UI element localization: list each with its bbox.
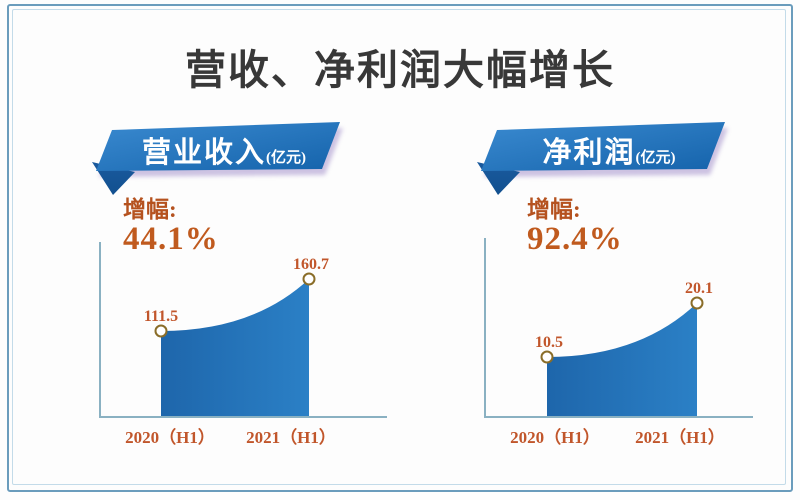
data-point-marker xyxy=(540,350,554,364)
banner-title-revenue: 营业收入(亿元) xyxy=(122,129,326,169)
data-point-marker xyxy=(154,324,168,338)
banner-title-net-profit: 净利润(亿元) xyxy=(507,129,711,169)
frame-inner-border xyxy=(12,9,786,485)
banner-label: 净利润 xyxy=(542,137,636,169)
net-profit-area-chart: 10.5 20.1 2020（H1） 2021（H1） xyxy=(484,238,753,447)
page-title: 营收、净利润大幅增长 xyxy=(185,47,615,93)
data-point-marker xyxy=(690,296,704,310)
frame-outer-border xyxy=(7,4,793,492)
value-label-2020: 10.5 xyxy=(535,334,563,351)
ribbon-shape-revenue xyxy=(92,122,343,195)
value-label-2021: 160.7 xyxy=(293,256,329,273)
value-label-2021: 20.1 xyxy=(685,280,713,297)
growth-label: 增幅: xyxy=(123,197,177,222)
ribbon-shape-net-profit xyxy=(477,122,728,195)
banner-unit: (亿元) xyxy=(635,150,676,166)
banner-net-profit: 净利润(亿元) xyxy=(473,118,735,200)
area-fill xyxy=(547,303,697,417)
x-tick-2020: 2020（H1） xyxy=(510,427,600,447)
growth-label: 增幅: xyxy=(527,197,581,222)
x-tick-2021: 2021（H1） xyxy=(635,427,725,447)
x-tick-2021: 2021（H1） xyxy=(246,427,336,447)
growth-value: 92.4% xyxy=(527,221,623,258)
banner-label: 营业收入 xyxy=(141,137,266,169)
value-label-2020: 111.5 xyxy=(144,308,178,325)
banner-unit: (亿元) xyxy=(266,150,306,166)
revenue-area-chart: 111.5 160.7 2020（H1） 2021（H1） xyxy=(99,242,387,447)
growth-net-profit: 增幅: 92.4% xyxy=(527,197,623,258)
x-tick-2020: 2020（H1） xyxy=(125,427,215,447)
growth-revenue: 增幅: 44.1% xyxy=(123,197,219,258)
banner-revenue: 营业收入(亿元) xyxy=(88,118,350,200)
growth-value: 44.1% xyxy=(123,221,219,258)
data-point-marker xyxy=(302,272,316,286)
area-fill xyxy=(161,279,309,417)
